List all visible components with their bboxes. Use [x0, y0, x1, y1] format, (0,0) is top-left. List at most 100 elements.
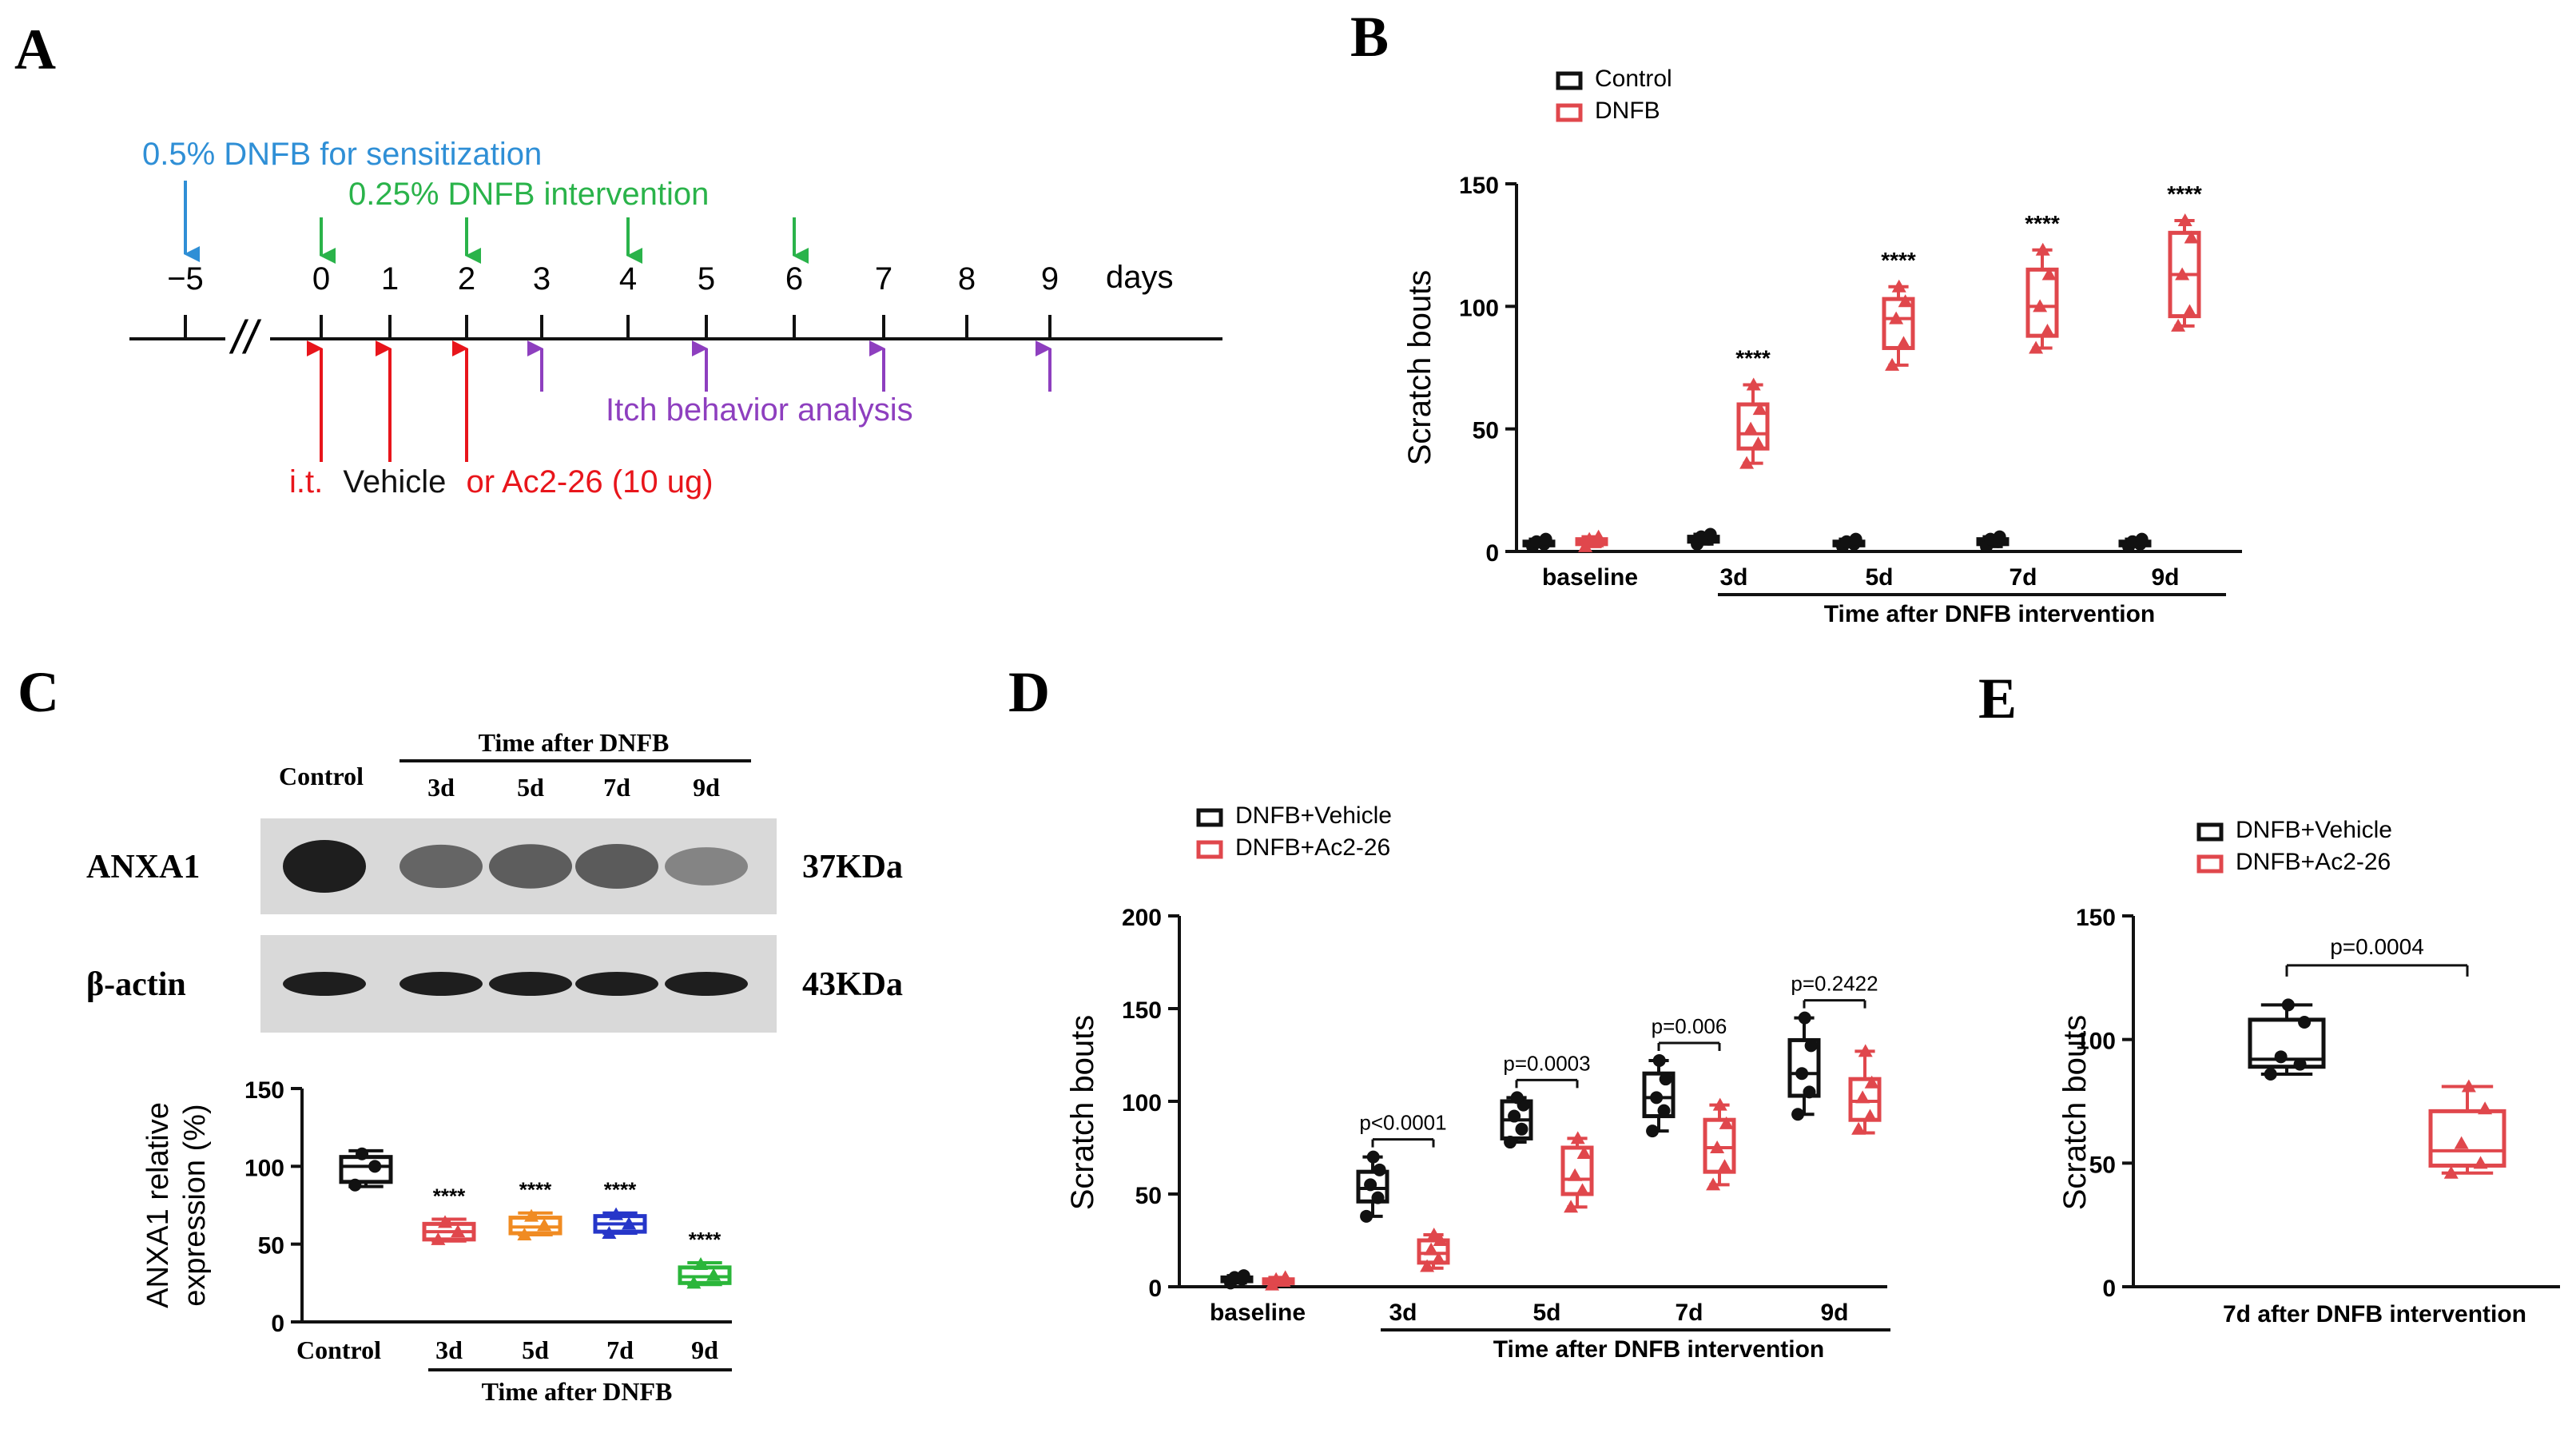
data-point [1568, 1168, 1583, 1181]
data-point [1420, 1259, 1435, 1272]
box-control [1522, 532, 1556, 553]
significance-label: **** [433, 1184, 466, 1208]
blot-band [283, 972, 366, 996]
data-point [1539, 532, 1552, 546]
timeline-tick-label: 0 [312, 261, 330, 297]
legend-swatch [1196, 808, 1223, 827]
data-point [1703, 527, 1717, 541]
blot-band [400, 972, 483, 996]
data-point [2135, 532, 2149, 546]
panel-c-chart: 0 50 100 150 ANXA1 relative expression (%) Con… [141, 1077, 732, 1406]
days-label: days [1106, 260, 1174, 295]
x-tick-label: 7d after DNFB intervention [2223, 1301, 2526, 1327]
y-axis-label: Scratch bouts [1402, 270, 1437, 466]
y-axis-label: ANXA1 relative expression (%) [141, 1102, 212, 1308]
data-point [2461, 1079, 2476, 1093]
data-point [2293, 1057, 2307, 1071]
timeline-tick-label: 5 [698, 261, 715, 297]
significance-label: **** [2025, 211, 2060, 236]
data-point [2443, 1165, 2459, 1179]
blot-lane-label: Control [279, 762, 364, 790]
data-point [622, 1216, 637, 1230]
blot-band [575, 972, 658, 996]
data-point [368, 1160, 382, 1173]
significance-label: p=0.0004 [2330, 934, 2424, 959]
blot-lane-label: 5d [517, 773, 544, 802]
significance-label: **** [604, 1178, 637, 1202]
x-tick-label: 3d [1719, 564, 1747, 591]
box-control [1976, 530, 2010, 553]
data-point [1898, 294, 1913, 308]
panel-e-chart: 0 50 100 150 Scratch bouts p=0.0004 7d after D… [2057, 817, 2560, 1327]
data-point [451, 1224, 466, 1238]
y-axis-label-line: expression (%) [178, 1104, 212, 1306]
blot-band [665, 847, 748, 886]
box-5d [508, 1208, 563, 1240]
blot-band [489, 972, 572, 996]
box-dnfb+ac2-26 [1560, 1131, 1594, 1213]
significance-label: p=0.006 [1652, 1014, 1727, 1038]
x-tick-label: 7d [2009, 564, 2037, 591]
data-point [1739, 456, 1755, 469]
axis-break-mark: // [229, 312, 262, 364]
data-point [1360, 1209, 1373, 1223]
data-point [2298, 1016, 2312, 1029]
box-9d [678, 1256, 732, 1289]
western-blot-panel: Time after DNFB Control 3d 5d 7d 9d ANXA1 37KDa… [86, 728, 903, 1033]
box-dnfb [2168, 213, 2201, 332]
data-point [2281, 998, 2295, 1012]
significance-label: **** [1881, 248, 1916, 273]
y-tick-label: 200 [1122, 905, 1162, 931]
data-point [1578, 539, 1593, 552]
intervention-label: 0.25% DNFB intervention [348, 177, 709, 212]
box-dnfb+ac2-26 [1848, 1044, 1882, 1135]
legend-swatch [1196, 840, 1223, 859]
significance-label: **** [1735, 345, 1771, 370]
blot-protein-label: ANXA1 [86, 849, 200, 886]
y-tick-label: 0 [2102, 1276, 2116, 1302]
legend-swatch [2196, 822, 2224, 842]
data-point [1366, 1150, 1380, 1164]
legend-swatch [1556, 71, 1583, 90]
data-point [1652, 1053, 1666, 1067]
data-point [1885, 357, 1900, 371]
timeline-tick-label: −5 [167, 261, 204, 297]
blot-band [575, 843, 658, 890]
data-point [1993, 530, 2006, 543]
data-point [431, 1232, 446, 1245]
data-point [1564, 1200, 1579, 1213]
timeline-tick-label: 2 [458, 261, 475, 297]
box-control [2118, 532, 2152, 553]
significance-label: p=0.0003 [1503, 1051, 1590, 1075]
data-point [1504, 1136, 1517, 1149]
x-tick-label: 5d [1532, 1300, 1560, 1326]
data-point [2041, 267, 2057, 281]
box-dnfb+vehicle [1220, 1269, 1254, 1290]
panel-letter-a: A [14, 18, 56, 82]
data-point [2473, 1156, 2488, 1169]
timeline-tick-label: 3 [533, 261, 551, 297]
significance-label: **** [519, 1178, 552, 1202]
data-point [706, 1268, 722, 1281]
data-point [1657, 1104, 1671, 1117]
data-point [1426, 1228, 1441, 1241]
timeline-panel: 0.5% DNFB for sensitization 0.25% DNFB i… [129, 137, 1222, 500]
x-tick-label: baseline [1210, 1300, 1306, 1326]
blot-size-label: 37KDa [802, 849, 903, 886]
data-point [1237, 1269, 1250, 1283]
data-point [1373, 1163, 1386, 1176]
data-point [1710, 1140, 1725, 1153]
blot-protein-label: β-actin [86, 966, 186, 1003]
significance-label: p=0.2422 [1791, 972, 1878, 996]
data-point [1889, 311, 1904, 324]
box-7d [593, 1207, 647, 1240]
data-point [2184, 230, 2199, 244]
data-point [1798, 1011, 1811, 1025]
y-tick-label: 100 [1459, 295, 1499, 321]
box-iqr [1848, 1077, 1882, 1122]
blot-lane-label: 3d [427, 773, 455, 802]
box-dnfb [1882, 279, 1915, 371]
box-dnfb+vehicle [1787, 1011, 1821, 1121]
legend-label: DNFB+Vehicle [2236, 817, 2392, 843]
